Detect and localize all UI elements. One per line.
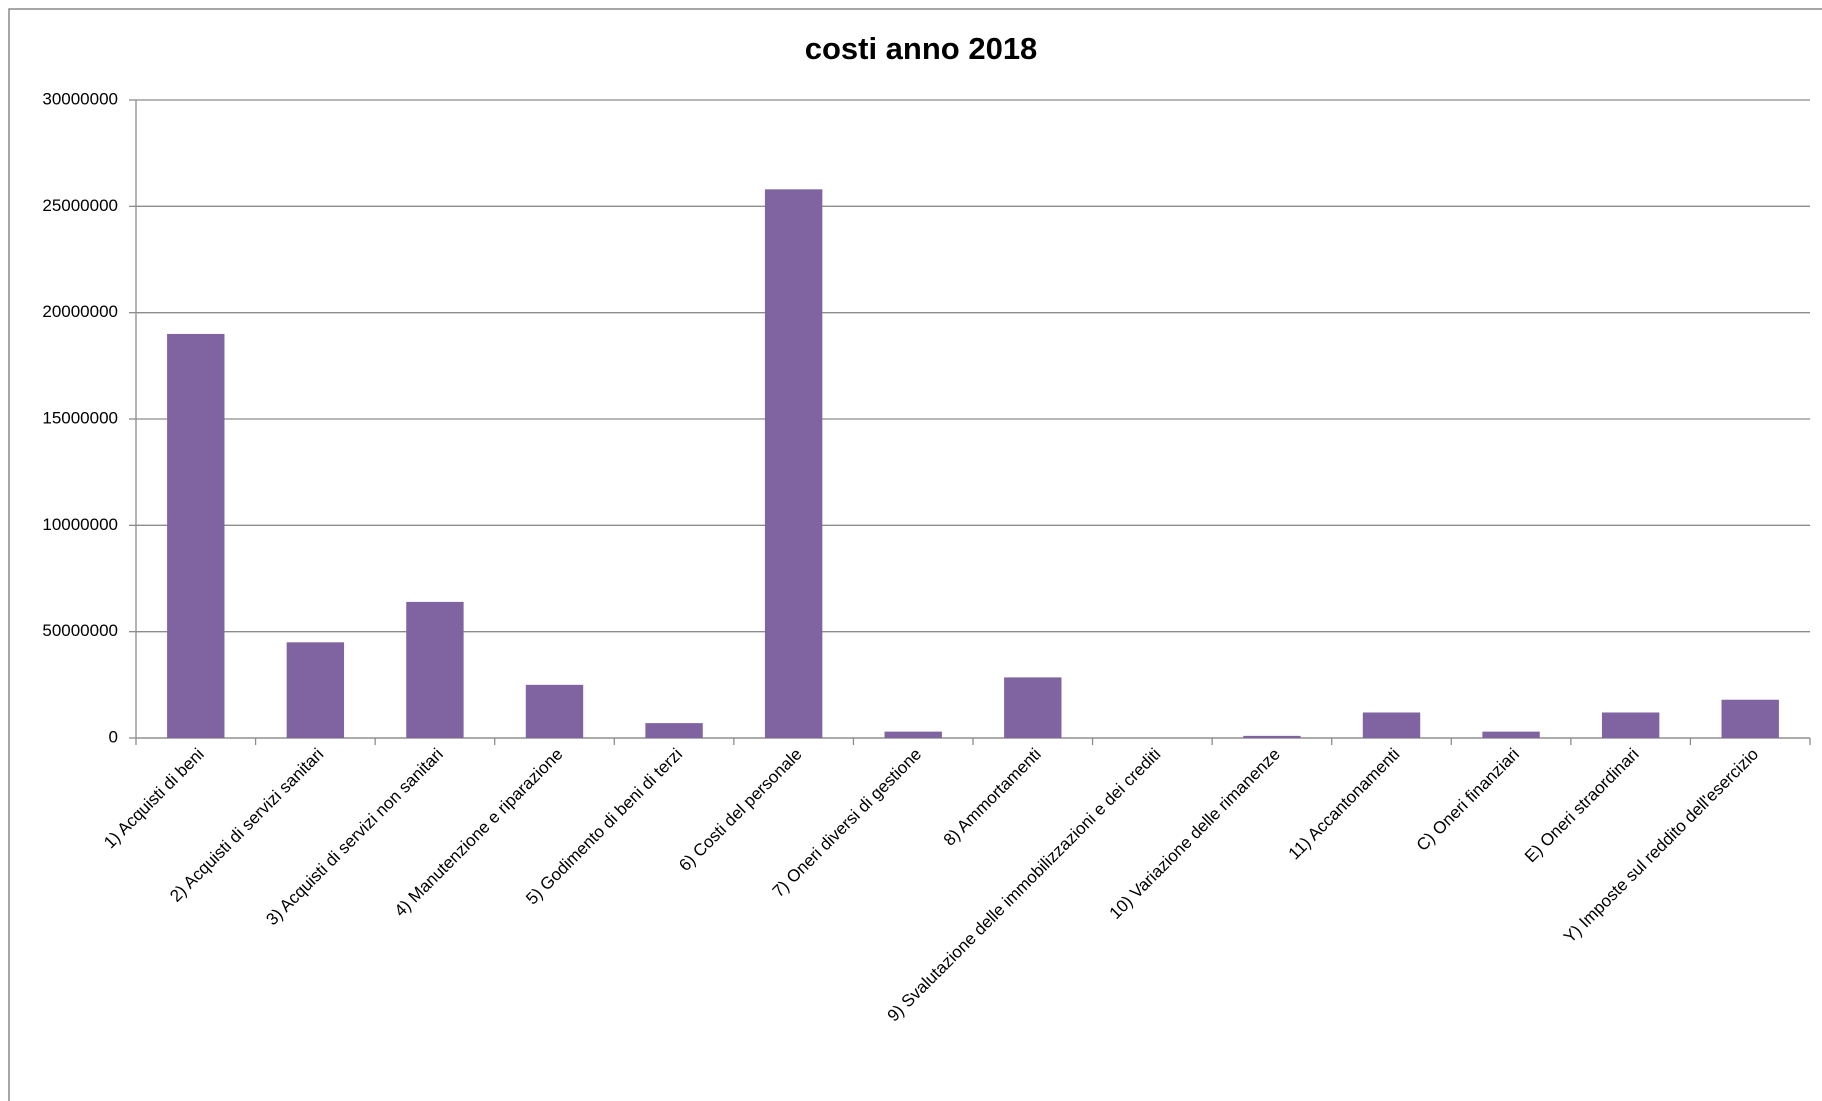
bar [1243, 735, 1301, 738]
x-tick-label: 6) Costi del personale [675, 745, 805, 875]
bar [406, 601, 464, 738]
bar [525, 684, 584, 738]
y-tick-label: 20000000 [42, 302, 118, 321]
bar [764, 189, 823, 738]
bar [884, 731, 942, 738]
x-tick-label: E) Oneri straordinari [1521, 745, 1643, 867]
y-tick-label: 30000000 [42, 89, 118, 108]
bar [167, 333, 225, 738]
y-tick-label: 25000000 [42, 196, 118, 215]
bar [645, 723, 703, 738]
chart-frame [8, 8, 1822, 1101]
y-tick-label: 15000000 [42, 408, 118, 427]
bar [1004, 677, 1062, 738]
bar [1362, 712, 1421, 738]
bar [1721, 699, 1779, 738]
y-tick-label: 10000000 [42, 515, 118, 534]
bar [286, 642, 345, 738]
x-tick-label: 8) Ammortamenti [940, 745, 1045, 850]
x-tick-label: Y) Imposte sul reddito dell'esercizio [1560, 745, 1762, 947]
x-tick-label: 11) Accantonamenti [1285, 745, 1404, 864]
y-tick-label: 0 [109, 727, 118, 746]
bar [1482, 731, 1540, 738]
chart-title: costi anno 2018 [805, 31, 1038, 66]
x-tick-label: C) Oneri finanziari [1413, 745, 1523, 855]
x-tick-label: 1) Acquisti di beni [100, 745, 208, 853]
y-tick-label: 50000000 [42, 621, 118, 640]
bar [1601, 712, 1660, 738]
x-tick-label: 9) Svalutazione delle immobilizzazioni e… [884, 745, 1165, 1026]
